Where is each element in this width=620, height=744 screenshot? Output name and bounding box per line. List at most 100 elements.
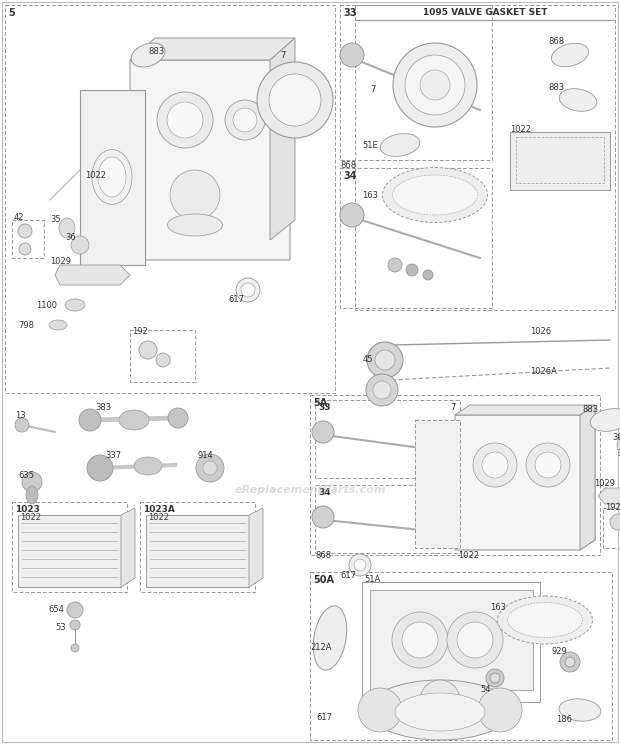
Circle shape <box>340 43 364 67</box>
Text: 1029: 1029 <box>594 478 615 487</box>
Circle shape <box>156 353 170 367</box>
Bar <box>340 168 492 308</box>
Circle shape <box>139 341 157 359</box>
Circle shape <box>457 622 493 658</box>
Ellipse shape <box>49 320 67 330</box>
Bar <box>146 515 249 587</box>
Circle shape <box>225 100 265 140</box>
Circle shape <box>402 622 438 658</box>
Text: 635: 635 <box>18 470 34 479</box>
Circle shape <box>18 224 32 238</box>
Bar <box>603 508 620 548</box>
Circle shape <box>406 264 418 276</box>
Text: 5A: 5A <box>313 398 327 408</box>
Ellipse shape <box>497 596 593 644</box>
Text: 1100: 1100 <box>36 301 57 310</box>
Text: 212A: 212A <box>310 644 332 652</box>
Circle shape <box>447 612 503 668</box>
Text: 617: 617 <box>228 295 244 304</box>
Circle shape <box>15 418 29 432</box>
Circle shape <box>269 74 321 126</box>
Text: 34: 34 <box>343 171 356 181</box>
Circle shape <box>167 102 203 138</box>
Bar <box>355 5 615 310</box>
Text: 186: 186 <box>556 716 572 725</box>
Circle shape <box>354 559 366 571</box>
Text: 1023: 1023 <box>15 505 40 514</box>
Circle shape <box>196 454 224 482</box>
Text: 54: 54 <box>480 685 490 694</box>
Polygon shape <box>130 60 290 260</box>
Circle shape <box>610 514 620 530</box>
Polygon shape <box>270 38 295 240</box>
Ellipse shape <box>551 43 588 67</box>
Circle shape <box>405 55 465 115</box>
Circle shape <box>79 409 101 431</box>
Circle shape <box>429 87 441 99</box>
Ellipse shape <box>59 218 75 238</box>
Polygon shape <box>130 38 295 60</box>
Circle shape <box>388 258 402 272</box>
Circle shape <box>473 443 517 487</box>
Circle shape <box>170 170 220 220</box>
Ellipse shape <box>119 410 149 430</box>
Text: 617: 617 <box>340 571 356 580</box>
Ellipse shape <box>383 167 487 222</box>
Polygon shape <box>598 488 620 504</box>
Circle shape <box>393 43 477 127</box>
Bar <box>5 5 335 393</box>
Circle shape <box>435 445 445 455</box>
Circle shape <box>257 62 333 138</box>
Text: 42: 42 <box>14 214 25 222</box>
Circle shape <box>70 620 80 630</box>
Ellipse shape <box>380 134 420 156</box>
Circle shape <box>560 652 580 672</box>
Text: 868: 868 <box>548 37 564 46</box>
Text: 1022: 1022 <box>148 513 169 522</box>
Circle shape <box>241 283 255 297</box>
Text: 13: 13 <box>15 411 25 420</box>
Circle shape <box>19 243 31 255</box>
Circle shape <box>367 342 403 378</box>
Text: eReplacementParts.com: eReplacementParts.com <box>234 485 386 495</box>
Text: 337: 337 <box>105 452 121 461</box>
Text: 617: 617 <box>316 713 332 722</box>
Bar <box>362 582 540 702</box>
Text: 1022: 1022 <box>20 513 41 522</box>
Ellipse shape <box>368 680 513 740</box>
Circle shape <box>486 669 504 687</box>
Text: 36: 36 <box>612 432 620 441</box>
Bar <box>12 220 44 258</box>
Ellipse shape <box>590 408 620 432</box>
Bar <box>310 395 600 555</box>
Text: 51E: 51E <box>362 141 378 150</box>
Circle shape <box>87 455 113 481</box>
Circle shape <box>312 506 334 528</box>
Circle shape <box>453 532 463 542</box>
Ellipse shape <box>134 457 162 475</box>
Polygon shape <box>415 420 460 548</box>
Polygon shape <box>80 90 145 265</box>
Circle shape <box>565 657 575 667</box>
Circle shape <box>535 452 561 478</box>
Circle shape <box>482 452 508 478</box>
Text: 33: 33 <box>343 8 356 18</box>
Polygon shape <box>455 405 595 415</box>
Text: 163: 163 <box>490 603 506 612</box>
Polygon shape <box>455 405 595 550</box>
Text: 1023A: 1023A <box>143 505 175 514</box>
Bar <box>130 330 195 382</box>
Circle shape <box>490 673 500 683</box>
Text: 192: 192 <box>132 327 148 336</box>
Text: 34: 34 <box>318 488 330 497</box>
Circle shape <box>366 374 398 406</box>
Circle shape <box>157 92 213 148</box>
Ellipse shape <box>26 486 38 504</box>
Ellipse shape <box>131 43 165 67</box>
Text: 929: 929 <box>552 647 568 656</box>
Circle shape <box>358 688 402 732</box>
Text: 163: 163 <box>362 190 378 199</box>
Ellipse shape <box>167 214 223 236</box>
Circle shape <box>233 108 257 132</box>
Text: 1022: 1022 <box>85 170 106 179</box>
